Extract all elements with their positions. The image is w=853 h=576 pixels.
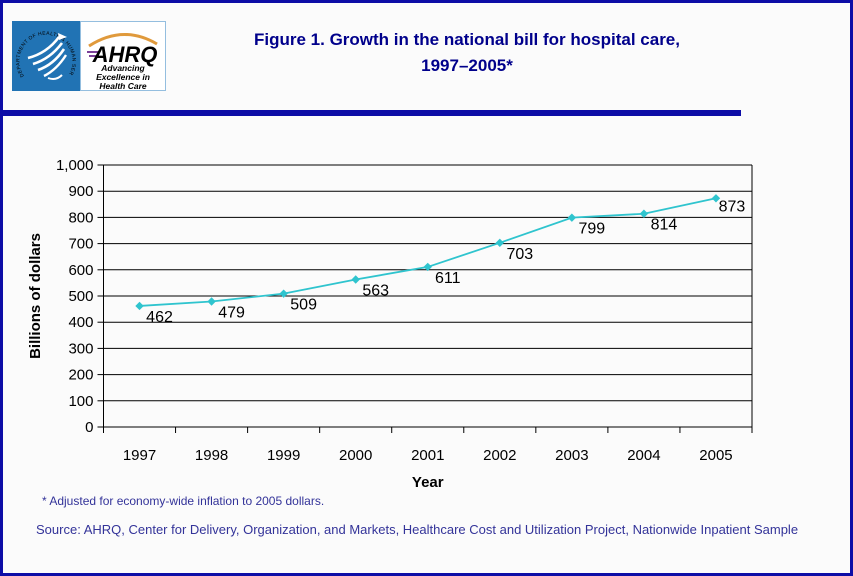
svg-text:2002: 2002 — [483, 447, 516, 464]
data-label: 462 — [146, 309, 173, 326]
data-point — [711, 194, 721, 203]
axes — [97, 164, 753, 433]
svg-text:700: 700 — [68, 236, 93, 253]
x-axis-title: Year — [412, 474, 444, 490]
chart-region: 0 100 200 300 400 500 600 700 800 900 1,000 1997 199… — [3, 140, 850, 491]
svg-text:2000: 2000 — [339, 447, 372, 464]
data-point-markers — [135, 194, 721, 311]
data-label: 873 — [719, 198, 746, 215]
svg-text:1,000: 1,000 — [56, 157, 94, 174]
data-point — [639, 209, 649, 218]
data-point — [135, 301, 144, 311]
data-point — [495, 238, 505, 248]
y-tick-labels: 0 100 200 300 400 500 600 700 800 900 1,000 — [56, 157, 94, 436]
ahrq-arc-icon — [88, 33, 158, 48]
ahrq-logo-graphic: AHRQ Advancing Excellence in Health Care — [87, 33, 158, 91]
svg-text:1999: 1999 — [267, 447, 300, 464]
svg-text:2005: 2005 — [699, 447, 732, 464]
header-divider — [3, 110, 741, 116]
svg-text:300: 300 — [68, 340, 93, 357]
figure-title-line1: Figure 1. Growth in the national bill fo… — [254, 30, 680, 49]
svg-text:900: 900 — [68, 183, 93, 200]
data-label: 703 — [506, 246, 533, 263]
svg-text:800: 800 — [68, 209, 93, 226]
hhs-eagle-icon: DEPARTMENT OF HEALTH & HUMAN SERVICES · … — [10, 17, 80, 91]
x-tick-labels: 1997 1998 1999 2000 2001 2002 2003 2004 2005 — [123, 447, 733, 464]
hhs-logo: DEPARTMENT OF HEALTH & HUMAN SERVICES · … — [10, 17, 80, 91]
data-label: 799 — [579, 221, 606, 238]
svg-text:Advancing: Advancing — [100, 63, 145, 73]
svg-text:200: 200 — [68, 367, 93, 384]
data-point — [567, 213, 577, 222]
data-label: 611 — [435, 270, 461, 287]
source-line: Source: AHRQ, Center for Delivery, Organ… — [36, 522, 799, 537]
svg-text:1998: 1998 — [195, 447, 228, 464]
svg-text:Health Care: Health Care — [99, 81, 147, 90]
svg-text:2001: 2001 — [411, 447, 444, 464]
footnote: * Adjusted for economy-wide inflation to… — [42, 494, 325, 508]
data-label: 509 — [290, 297, 317, 314]
svg-text:600: 600 — [68, 262, 93, 279]
svg-text:100: 100 — [68, 393, 93, 410]
svg-text:2004: 2004 — [627, 447, 660, 464]
y-axis-title: Billions of dollars — [27, 233, 44, 359]
gridlines — [103, 164, 752, 428]
svg-text:2003: 2003 — [555, 447, 588, 464]
svg-text:500: 500 — [68, 288, 93, 305]
series-line — [139, 197, 717, 307]
data-label: 563 — [362, 282, 389, 299]
svg-text:Excellence in: Excellence in — [96, 72, 150, 82]
data-point — [207, 297, 216, 306]
svg-text:1997: 1997 — [123, 447, 156, 464]
data-labels: 462 479 509 563 611 703 799 814 873 — [146, 198, 745, 326]
svg-text:0: 0 — [85, 419, 93, 436]
ahrq-tagline: Advancing Excellence in Health Care — [96, 63, 150, 91]
data-label: 814 — [651, 217, 678, 234]
data-label: 479 — [218, 305, 245, 322]
figure-title-line2: 1997–2005* — [421, 56, 513, 75]
figure-title: Figure 1. Growth in the national bill fo… — [167, 27, 767, 79]
svg-text:400: 400 — [68, 314, 93, 331]
data-point — [279, 289, 288, 298]
ahrq-logo: AHRQ Advancing Excellence in Health Care — [80, 21, 166, 91]
ahrq-acronym: AHRQ — [92, 42, 158, 67]
data-point — [351, 275, 360, 284]
